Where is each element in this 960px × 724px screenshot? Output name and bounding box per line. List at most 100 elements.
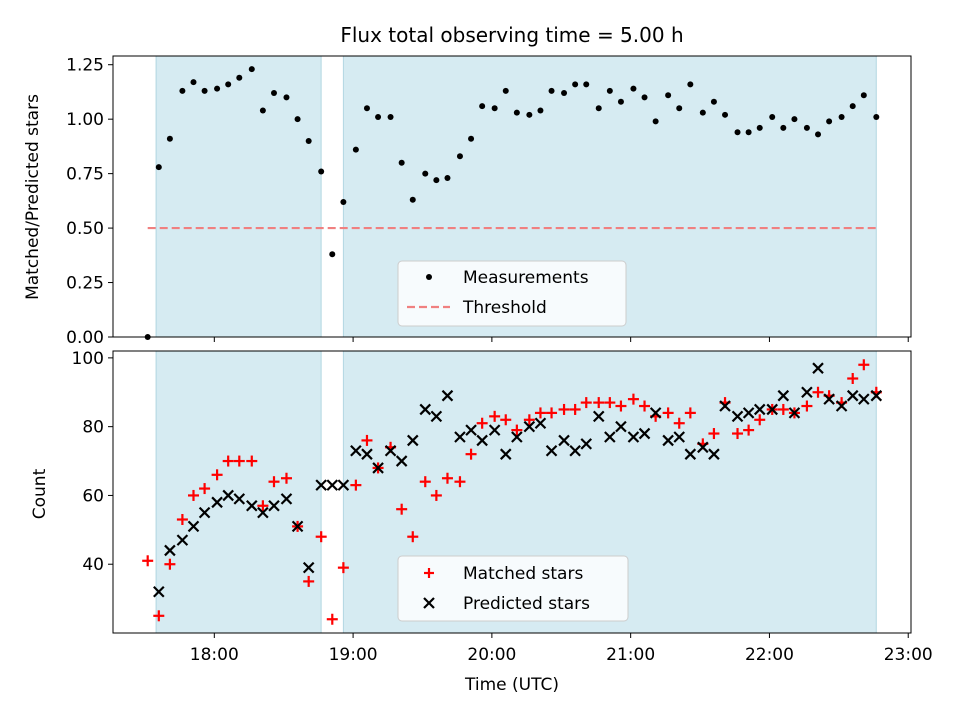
matched-star-point [534,407,546,419]
predicted-star-stroke-b [615,420,627,433]
measurement-point [340,198,347,205]
measurement-point [526,111,533,118]
top-y-axis-label: Matched/Predicted stars [23,94,43,300]
measurement-point [652,118,659,125]
measurement-point [873,113,880,120]
predicted-star-point [835,400,848,412]
measurement-point [572,81,579,88]
predicted-star-stroke-b [441,389,454,402]
bottom-y-tick-label: 40 [82,555,104,575]
measurement-point [409,196,416,203]
measurement-point [710,98,717,105]
matched-star-point [673,417,685,429]
predicted-star-stroke-b [211,496,223,509]
bottom-y-tick-label: 100 [72,349,104,369]
matched-star-point [350,479,362,491]
predicted-star-stroke-b [684,448,697,460]
measurement-point [722,111,729,118]
matched-star-point [153,610,165,622]
matched-star-point [419,476,431,488]
top-window-band [155,55,322,338]
predicted-star-point [211,496,223,509]
matched-star-point [569,403,581,415]
matched-star-point [812,386,824,398]
predicted-star-stroke-b [742,407,755,419]
predicted-star-point [302,561,315,574]
matched-star-point [407,531,419,543]
predicted-star-stroke-b [337,479,350,491]
predicted-star-point [870,389,883,402]
predicted-star-stroke-b [604,431,616,443]
measurement-point [803,124,810,131]
measurement-point [352,146,359,153]
predicted-star-stroke-b [280,493,293,505]
predicted-star-point [858,393,870,405]
predicted-star-stroke-b [662,434,674,447]
matched-star-point [246,455,258,467]
predicted-star-stroke-b [419,403,432,416]
predicted-star-point [246,499,258,512]
predicted-star-stroke-b [233,493,246,505]
matched-star-point [743,424,755,436]
predicted-star-point [198,506,211,519]
matched-star-point [280,472,292,484]
predicted-star-point [742,407,755,419]
predicted-star-point [372,462,384,474]
measurement-point [849,103,856,110]
measurement-point [433,177,440,184]
measurement-point [375,113,382,120]
bottom-y-axis-label: Count [30,468,50,519]
matched-star-point [476,417,488,429]
measurement-point [166,135,173,142]
matched-star-point [777,403,789,415]
predicted-star-point [153,585,165,598]
predicted-star-point [569,444,581,457]
predicted-star-point [627,431,640,443]
top-y-tick-label: 1.00 [66,110,104,130]
predicted-star-stroke-b [395,455,408,467]
predicted-star-stroke-b [697,441,709,454]
measurement-point [630,85,637,92]
predicted-star-point [673,431,686,443]
measurement-point [595,105,602,112]
bottom-legend-box [397,555,629,622]
measurement-point [769,113,776,120]
predicted-star-stroke-b [753,403,766,416]
measurement-point [270,90,277,97]
legend-predicted-marker [423,597,435,609]
matched-star-point [489,410,501,422]
predicted-star-point [291,520,304,533]
bottom-panel-data [142,359,883,625]
predicted-star-point [395,455,408,467]
measurement-point [756,124,763,131]
matched-star-point [732,428,744,440]
x-tick-label: 20:00 [467,645,516,665]
matched-star-point [454,476,466,488]
measurement-point [214,85,221,92]
predicted-star-point [187,520,200,533]
predicted-star-point [523,420,536,433]
top-y-tick-label: 1.25 [66,56,104,76]
predicted-star-stroke-b [708,448,720,460]
predicted-star-stroke-b [430,410,443,423]
matched-star-point [593,397,605,409]
matched-star-point [187,489,199,501]
predicted-star-point [326,479,339,491]
matched-star-point [396,503,408,515]
predicted-star-stroke-b [511,431,523,443]
predicted-star-point [649,407,662,419]
predicted-star-point [280,493,293,505]
measurement-point [398,159,405,166]
matched-star-point [615,400,627,412]
measurement-point [456,153,463,160]
predicted-star-point [558,434,570,447]
predicted-star-point [753,403,766,416]
predicted-star-stroke-b [350,444,362,457]
top-y-tick-label: 0.75 [66,165,104,185]
measurement-point [329,251,336,258]
predicted-star-stroke-b [627,431,640,443]
predicted-star-point [534,417,547,429]
predicted-star-point [337,479,350,491]
predicted-star-point [164,544,176,557]
predicted-star-point [361,448,373,460]
